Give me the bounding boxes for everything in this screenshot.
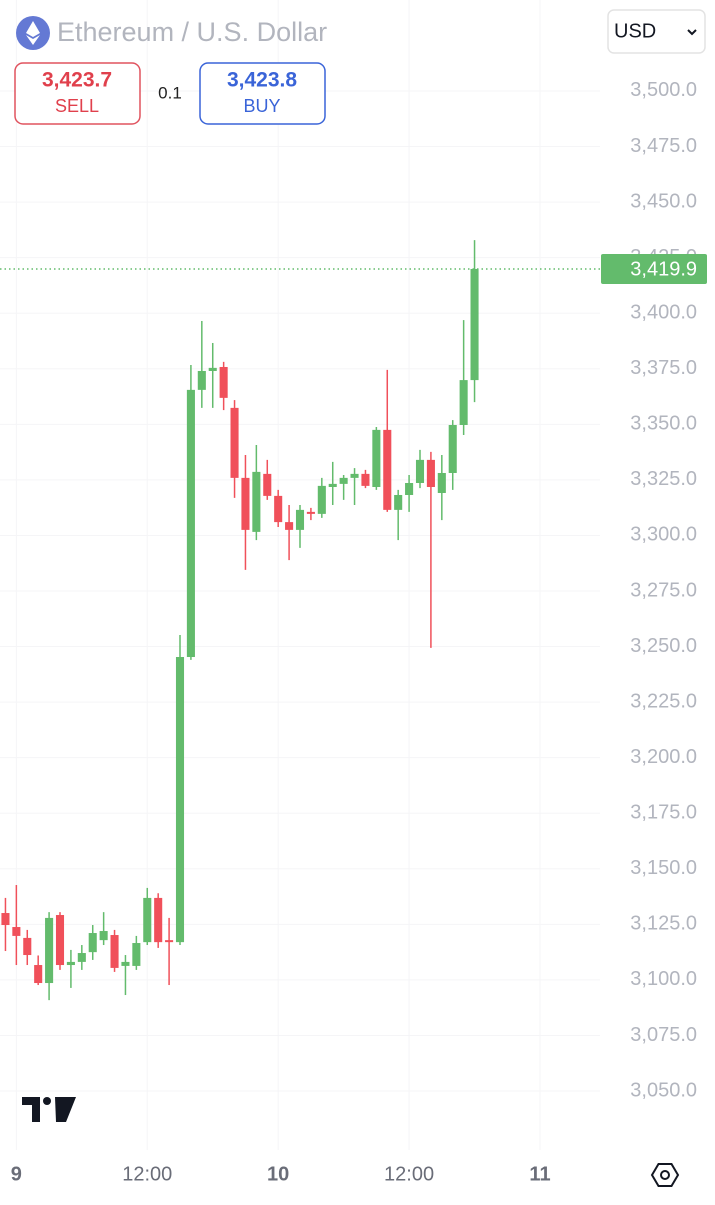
spread: 0.1 bbox=[158, 83, 182, 102]
grid bbox=[0, 0, 600, 1150]
candle-body bbox=[263, 473, 272, 496]
candle-body bbox=[426, 459, 435, 487]
logo-v bbox=[55, 1097, 76, 1122]
y-tick-label: 3,300.0 bbox=[630, 524, 697, 546]
candle-body bbox=[99, 931, 108, 941]
buy-box[interactable] bbox=[199, 62, 326, 125]
y-tick-label: 3,175.0 bbox=[630, 802, 697, 824]
y-tick-label: 3,250.0 bbox=[630, 635, 697, 657]
candle-body bbox=[219, 366, 228, 398]
x-tick-label: 11 bbox=[529, 1163, 550, 1185]
logo-dot bbox=[43, 1097, 51, 1105]
candle-body bbox=[470, 268, 479, 381]
candle-body bbox=[394, 494, 403, 510]
y-tick-label: 3,100.0 bbox=[630, 968, 697, 990]
candle-body bbox=[405, 482, 414, 495]
buy-price: 3,423.8 bbox=[227, 69, 297, 92]
candle-body bbox=[274, 495, 283, 523]
last-price-tag bbox=[601, 253, 707, 284]
settings-center bbox=[660, 1170, 670, 1180]
candle-body bbox=[437, 472, 446, 493]
candle-body bbox=[383, 429, 392, 510]
candle-body bbox=[66, 961, 75, 966]
candle-body bbox=[415, 459, 425, 483]
candle-body bbox=[252, 471, 261, 532]
sell-price: 3,423.7 bbox=[42, 69, 112, 92]
y-tick-label: 3,475.0 bbox=[630, 135, 697, 157]
y-tick-label: 3,450.0 bbox=[630, 190, 697, 212]
sell-label: SELL bbox=[55, 96, 99, 116]
candle-body bbox=[154, 897, 163, 943]
y-tick-label: 3,500.0 bbox=[630, 79, 697, 101]
symbol-title: Ethereum / U.S. Dollar bbox=[57, 17, 327, 47]
settings-hexagon[interactable] bbox=[650, 1163, 680, 1187]
candle-body bbox=[1, 913, 10, 926]
candle-body bbox=[459, 380, 468, 425]
candle-body bbox=[143, 897, 152, 943]
y-tick-label: 3,325.0 bbox=[630, 468, 697, 490]
y-axis: 3,050.0 3,075.0 3,100.0 3,125.0 3,150.0 3,175… bbox=[630, 79, 697, 1101]
candle-body bbox=[372, 429, 381, 487]
candle-body bbox=[230, 407, 239, 478]
candle-body bbox=[110, 935, 119, 968]
candle-body bbox=[77, 953, 86, 962]
tv-logo bbox=[22, 1097, 76, 1122]
candle-body bbox=[197, 370, 206, 390]
candle-body bbox=[186, 389, 195, 658]
y-tick-label: 3,350.0 bbox=[630, 413, 697, 435]
x-axis: 9 12:00 10 12:00 11 bbox=[11, 1163, 551, 1185]
candle-body bbox=[350, 473, 359, 478]
candle-body bbox=[295, 509, 305, 530]
candle-body bbox=[241, 477, 250, 530]
x-tick-label: 10 bbox=[267, 1163, 289, 1185]
candle-body bbox=[55, 915, 65, 966]
y-tick-label: 3,125.0 bbox=[630, 913, 697, 935]
candle-body bbox=[175, 657, 185, 943]
chevron bbox=[687, 29, 697, 36]
x-tick-label: 12:00 bbox=[122, 1163, 172, 1185]
y-tick-label: 3,400.0 bbox=[630, 301, 697, 323]
sell-button[interactable]: 3,423.7 SELL bbox=[14, 62, 141, 125]
sell-box[interactable] bbox=[14, 62, 141, 125]
candle-body bbox=[45, 917, 54, 984]
x-tick-label: 12:00 bbox=[384, 1163, 434, 1185]
candle-body bbox=[121, 961, 130, 966]
y-tick-label: 3,375.0 bbox=[630, 357, 697, 379]
header: Ethereum / U.S. Dollar 3,423.7 SELL 0.1 … bbox=[14, 9, 706, 125]
currency-box[interactable] bbox=[607, 9, 706, 54]
last-price-label: 3,419.9 bbox=[630, 258, 697, 280]
x-tick-label: 9 bbox=[11, 1163, 22, 1185]
candle-body bbox=[317, 485, 326, 514]
candle-body bbox=[339, 477, 348, 484]
candle-body bbox=[361, 473, 370, 486]
candle-body bbox=[12, 927, 21, 936]
candle-body bbox=[306, 511, 315, 514]
y-tick-label: 3,050.0 bbox=[630, 1079, 697, 1101]
candle-body bbox=[34, 965, 43, 984]
y-tick-label: 3,200.0 bbox=[630, 746, 697, 768]
candle-body bbox=[328, 483, 337, 487]
currency: USD bbox=[614, 20, 656, 42]
settings-button[interactable] bbox=[650, 1163, 680, 1187]
y-tick-label: 3,150.0 bbox=[630, 857, 697, 879]
eth-glyph bbox=[26, 21, 40, 45]
y-tick-label: 3,075.0 bbox=[630, 1024, 697, 1046]
overlay: 3,419.9 bbox=[0, 253, 707, 284]
buy-button[interactable]: 3,423.8 BUY bbox=[199, 62, 326, 125]
candle-body bbox=[88, 933, 97, 953]
y-tick-label: 3,275.0 bbox=[630, 579, 697, 601]
candle-body bbox=[448, 424, 457, 473]
candles bbox=[1, 240, 479, 1001]
buy-label: BUY bbox=[243, 96, 280, 116]
candle-body bbox=[208, 367, 217, 371]
candle-body bbox=[23, 937, 32, 956]
logo-t bbox=[22, 1097, 40, 1122]
candle-body bbox=[165, 940, 174, 943]
candle-body bbox=[132, 943, 141, 966]
candle-body bbox=[285, 522, 294, 530]
currency-select[interactable]: USD bbox=[607, 9, 706, 54]
y-tick-label: 3,225.0 bbox=[630, 690, 697, 712]
